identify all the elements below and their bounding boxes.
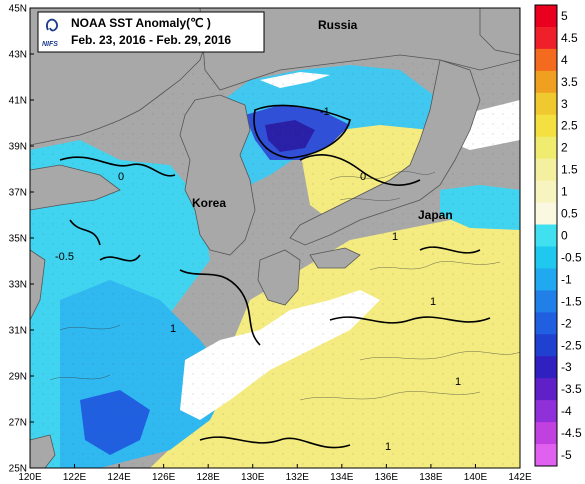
colorbar-swatch — [535, 444, 557, 467]
colorbar-swatch — [535, 224, 557, 247]
colorbar-label: -1 — [561, 272, 572, 286]
contour-label: 0 — [360, 171, 366, 183]
lat-tick-label: 41N — [9, 96, 27, 107]
thin-contours — [49, 171, 520, 401]
colorbar-label: -2 — [561, 316, 572, 330]
colorbar-label: 4.5 — [561, 31, 578, 45]
shandong-land — [30, 164, 121, 211]
map-area — [30, 8, 520, 468]
lon-tick-label: 142E — [508, 472, 532, 483]
nifs-logo-icon: NIFS — [42, 18, 58, 48]
colorbar-swatch — [535, 356, 557, 379]
colorbar-swatch — [535, 268, 557, 291]
place-label-russia: Russia — [318, 18, 358, 32]
colorbar-label: 5 — [561, 9, 568, 23]
lat-tick-label: 25N — [9, 464, 27, 475]
contour-label: 1 — [170, 323, 176, 335]
colorbar-swatch — [535, 136, 557, 160]
colorbar-swatch — [535, 312, 557, 335]
contour-label: 0 — [118, 171, 124, 183]
japan-hokkaido — [479, 8, 520, 56]
colorbar-swatch — [535, 400, 557, 423]
korea-land — [179, 94, 256, 256]
lon-tick-label: 124E — [107, 472, 131, 483]
lat-tick-label: 27N — [9, 418, 27, 429]
longitude-axis: 120E 122E 124E 126E 128E 130E 132E 134E 136E 138E… — [18, 464, 532, 483]
map-title: NOAA SST Anomaly(℃ ) — [71, 16, 211, 30]
contour-label: -1 — [320, 106, 330, 118]
colorbar-label: 3.5 — [561, 75, 578, 89]
colorbar-label: -2.5 — [561, 338, 582, 352]
china-land-south — [30, 249, 46, 321]
contour-label: -0.5 — [55, 251, 74, 263]
colorbar-label: 2 — [561, 141, 568, 155]
colorbar-swatch — [535, 70, 557, 94]
colorbar-label: 1 — [561, 185, 568, 199]
colorbar-label: -3.5 — [561, 382, 582, 396]
lon-tick-label: 138E — [419, 472, 443, 483]
colorbar-label: -5 — [561, 448, 572, 462]
lon-tick-label: 140E — [464, 472, 488, 483]
lat-tick-label: 43N — [9, 50, 27, 61]
colorbar-label: 4 — [561, 53, 568, 67]
lon-tick-label: 134E — [330, 472, 354, 483]
map-date-range: Feb. 23, 2016 - Feb. 29, 2016 — [71, 33, 231, 47]
title-box: NIFS NOAA SST Anomaly(℃ ) Feb. 23, 2016 … — [37, 11, 265, 53]
lon-tick-label: 128E — [197, 472, 221, 483]
lon-tick-label: 132E — [286, 472, 310, 483]
contour-lines — [59, 104, 491, 449]
colorbar-label: 0 — [561, 229, 568, 243]
place-label-japan: Japan — [418, 208, 453, 222]
colorbar-swatch — [535, 92, 557, 116]
lat-tick-label: 35N — [9, 234, 27, 245]
colorbar-swatch — [535, 246, 557, 269]
colorbar-swatch — [535, 334, 557, 357]
taiwan-land — [30, 434, 56, 468]
lat-tick-label: 33N — [9, 280, 27, 291]
colorbar-label: -1.5 — [561, 294, 582, 308]
lat-tick-label: 37N — [9, 188, 27, 199]
lon-tick-label: 136E — [375, 472, 399, 483]
lon-tick-label: 120E — [18, 472, 42, 483]
colorbar-swatch — [535, 26, 557, 50]
colorbar-border — [534, 4, 558, 467]
colorbar-label: 2.5 — [561, 119, 578, 133]
russia-land — [199, 8, 520, 91]
colorbar-label: -3 — [561, 360, 572, 374]
colorbar-swatch — [535, 48, 557, 72]
place-label-korea: Korea — [192, 196, 226, 210]
japan-shikoku — [309, 247, 361, 269]
latitude-axis: 45N 43N 41N 39N 37N 35N 33N 31N 29N 27N 25N — [9, 4, 34, 475]
colorbar-label: 0.5 — [561, 207, 578, 221]
contour-label: 1 — [455, 376, 461, 388]
colorbar-swatch — [535, 202, 557, 226]
japan-honshu — [289, 59, 481, 246]
color-legend: 5 4.5 4 3.5 3 2.5 2 1.5 1 0.5 0 -0.5 -1 -1.5 -2 -2.5 -3 -… — [534, 4, 582, 467]
colorbar-label: -0.5 — [561, 250, 582, 264]
colorbar-label: -4.5 — [561, 426, 582, 440]
colorbar-swatch — [535, 5, 557, 28]
contour-label: 1 — [430, 296, 436, 308]
lat-tick-label: 39N — [9, 142, 27, 153]
lat-tick-label: 29N — [9, 372, 27, 383]
lat-tick-label: 31N — [9, 326, 27, 337]
colorbar-label: 1.5 — [561, 163, 578, 177]
colorbar-swatch — [535, 378, 557, 401]
colorbar-swatch — [535, 290, 557, 313]
colorbar-swatch — [535, 180, 557, 204]
lon-tick-label: 126E — [152, 472, 176, 483]
colorbar-swatch — [535, 158, 557, 182]
contour-label: 1 — [392, 231, 398, 243]
colorbar-label: 3 — [561, 97, 568, 111]
lon-tick-label: 122E — [63, 472, 87, 483]
contour-label: 1 — [385, 441, 391, 453]
lat-tick-label: 45N — [9, 4, 27, 15]
colorbar-swatch — [535, 114, 557, 138]
japan-kyushu — [257, 249, 301, 306]
colorbar-swatch — [535, 422, 557, 445]
lon-tick-label: 130E — [241, 472, 265, 483]
colorbar-label: -4 — [561, 404, 572, 418]
svg-text:NIFS: NIFS — [42, 41, 58, 48]
